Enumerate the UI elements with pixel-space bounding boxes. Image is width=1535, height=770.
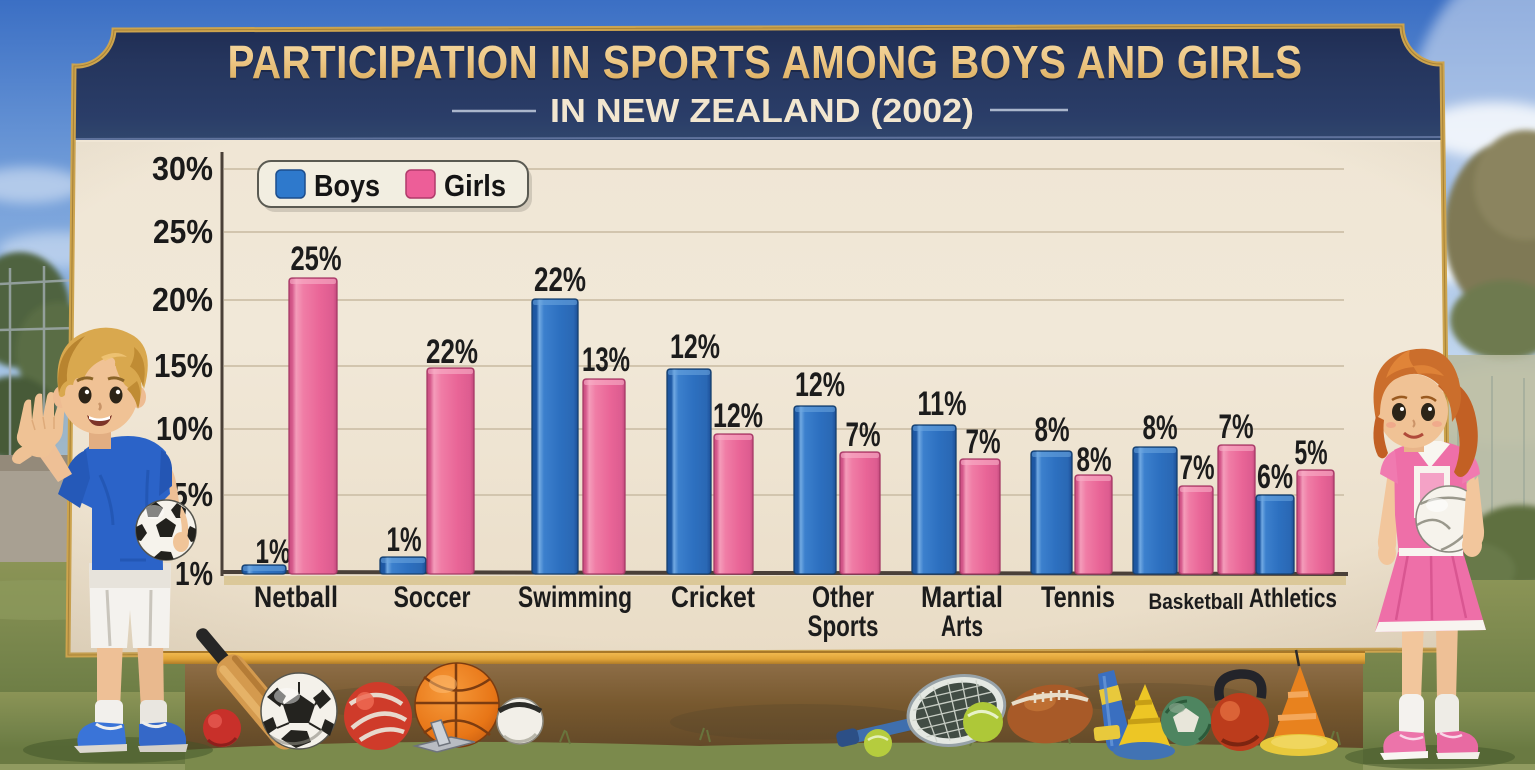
svg-text:IN NEW ZEALAND (2002): IN NEW ZEALAND (2002)	[550, 92, 974, 129]
svg-text:PARTICIPATION IN SPORTS AMONG: PARTICIPATION IN SPORTS AMONG BOYS AND G…	[228, 36, 1303, 88]
svg-text:12%: 12%	[670, 328, 720, 366]
svg-text:15%: 15%	[154, 347, 213, 384]
svg-text:Athletics: Athletics	[1249, 583, 1337, 613]
svg-text:25%: 25%	[153, 213, 213, 250]
svg-text:13%: 13%	[582, 341, 630, 379]
svg-text:22%: 22%	[426, 333, 478, 371]
svg-text:7%: 7%	[846, 416, 881, 454]
svg-text:Tennis: Tennis	[1041, 581, 1115, 614]
svg-text:8%: 8%	[1143, 409, 1178, 447]
svg-text:Other: Other	[812, 581, 874, 614]
svg-text:7%: 7%	[1180, 449, 1215, 487]
svg-text:1%: 1%	[175, 555, 213, 592]
svg-text:Girls: Girls	[444, 168, 506, 203]
svg-text:25%: 25%	[291, 240, 342, 278]
svg-text:12%: 12%	[713, 397, 763, 435]
svg-text:10%: 10%	[156, 410, 213, 447]
svg-text:Cricket: Cricket	[671, 581, 755, 614]
svg-text:1%: 1%	[387, 521, 422, 559]
svg-text:Netball: Netball	[254, 581, 338, 614]
svg-text:Martial: Martial	[921, 581, 1003, 614]
svg-text:8%: 8%	[1035, 411, 1070, 449]
svg-text:11%: 11%	[918, 385, 967, 423]
svg-text:5%: 5%	[1295, 434, 1328, 472]
svg-text:Boys: Boys	[314, 168, 380, 203]
svg-text:Basketball: Basketball	[1149, 589, 1244, 614]
svg-text:6%: 6%	[1257, 458, 1293, 496]
svg-text:Arts: Arts	[941, 610, 983, 643]
svg-text:Soccer: Soccer	[394, 581, 471, 614]
svg-text:1%: 1%	[256, 533, 291, 571]
svg-text:20%: 20%	[152, 281, 213, 318]
svg-text:7%: 7%	[1219, 408, 1254, 446]
svg-text:Sports: Sports	[808, 610, 879, 643]
svg-text:12%: 12%	[795, 366, 845, 404]
svg-text:Swimming: Swimming	[518, 581, 632, 614]
svg-text:30%: 30%	[152, 150, 213, 187]
svg-text:PARTICIPATION IN SPORTS AMONG: PARTICIPATION IN SPORTS AMONG BOYS AND G…	[228, 38, 1303, 90]
svg-text:7%: 7%	[966, 423, 1001, 461]
svg-text:8%: 8%	[1077, 441, 1112, 479]
svg-text:22%: 22%	[534, 261, 586, 299]
